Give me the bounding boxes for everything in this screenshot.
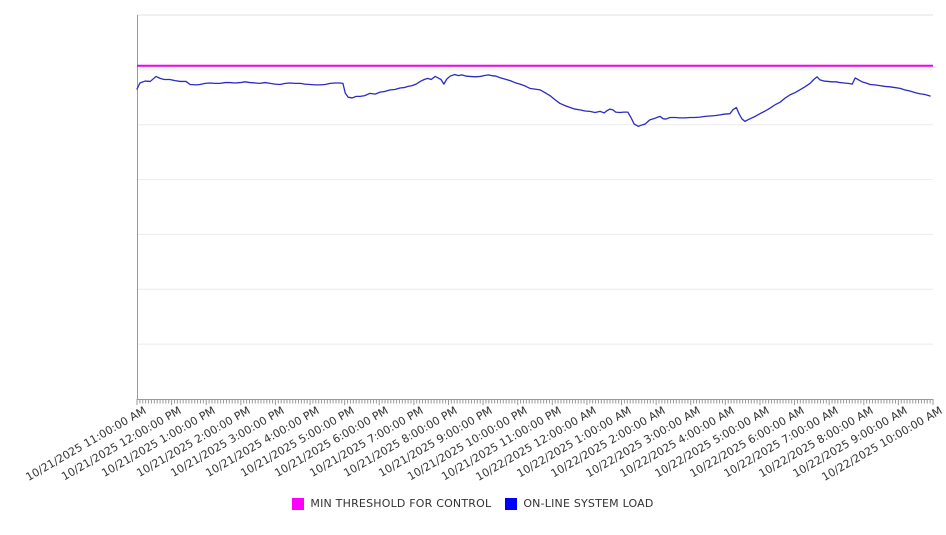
chart-legend: MIN THRESHOLD FOR CONTROL ON-LINE SYSTEM… [0,497,946,510]
legend-label-min-threshold: MIN THRESHOLD FOR CONTROL [310,497,492,510]
x-axis-ticks [136,399,934,405]
horizontal-gridlines [137,69,933,345]
online-system-load-line [136,73,931,128]
legend-item-min-threshold: MIN THRESHOLD FOR CONTROL [292,497,491,510]
legend-item-system-load: ON-LINE SYSTEM LOAD [505,497,653,510]
legend-swatch-min-threshold [292,497,305,510]
legend-swatch-system-load [505,497,518,510]
legend-label-system-load: ON-LINE SYSTEM LOAD [523,497,654,510]
